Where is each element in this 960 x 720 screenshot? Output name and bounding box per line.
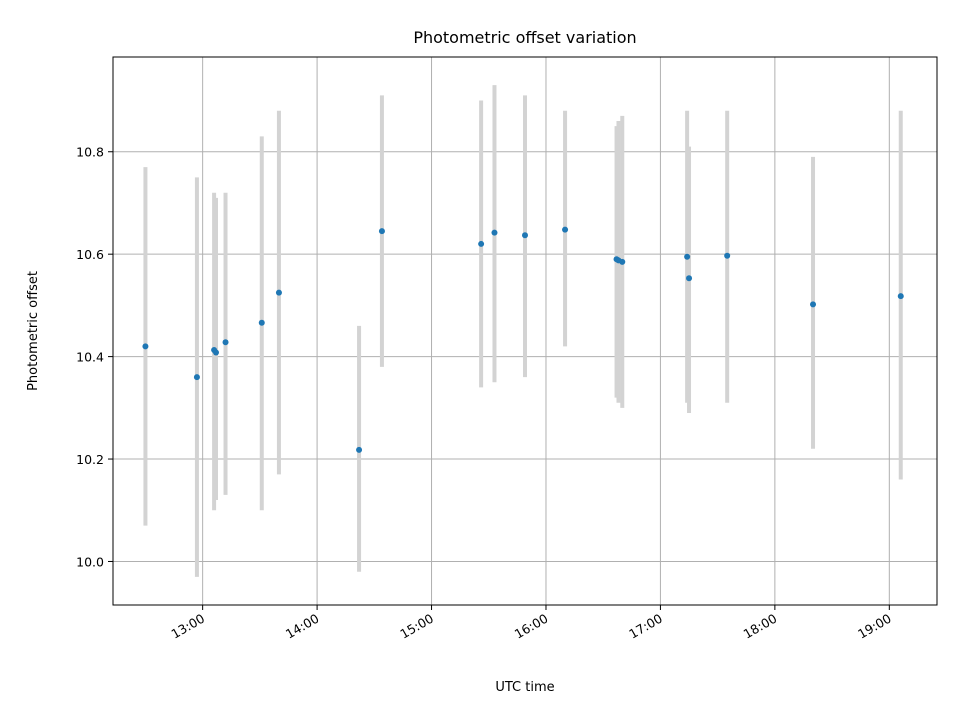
data-point	[522, 232, 528, 239]
data-point	[478, 240, 485, 247]
data-point	[684, 253, 691, 260]
data-point	[378, 228, 385, 235]
data-point	[142, 343, 149, 350]
data-point	[356, 446, 363, 453]
data-point	[193, 374, 200, 381]
data-point	[562, 226, 569, 233]
chart-title: Photometric offset variation	[413, 28, 636, 47]
y-axis-label: Photometric offset	[26, 271, 41, 391]
data-point	[275, 289, 282, 296]
data-point	[724, 252, 731, 259]
data-point	[491, 229, 498, 236]
data-point	[686, 275, 693, 282]
y-tick-label: 10.0	[76, 554, 104, 569]
y-tick-label: 10.4	[76, 350, 104, 365]
data-point	[897, 293, 904, 300]
x-axis-label: UTC time	[495, 680, 554, 695]
plot-frame	[112, 56, 938, 606]
data-point	[810, 301, 817, 308]
y-tick-label: 10.2	[76, 452, 104, 467]
data-point	[619, 258, 626, 265]
data-point	[213, 349, 219, 356]
data-point	[258, 319, 265, 326]
data-points	[142, 226, 904, 453]
y-tick-label: 10.8	[76, 145, 104, 160]
y-axis-ticks: 10.0 10.2 10.4 10.6 10.8	[76, 145, 113, 569]
data-point	[222, 339, 229, 346]
y-tick-label: 10.6	[76, 247, 104, 262]
